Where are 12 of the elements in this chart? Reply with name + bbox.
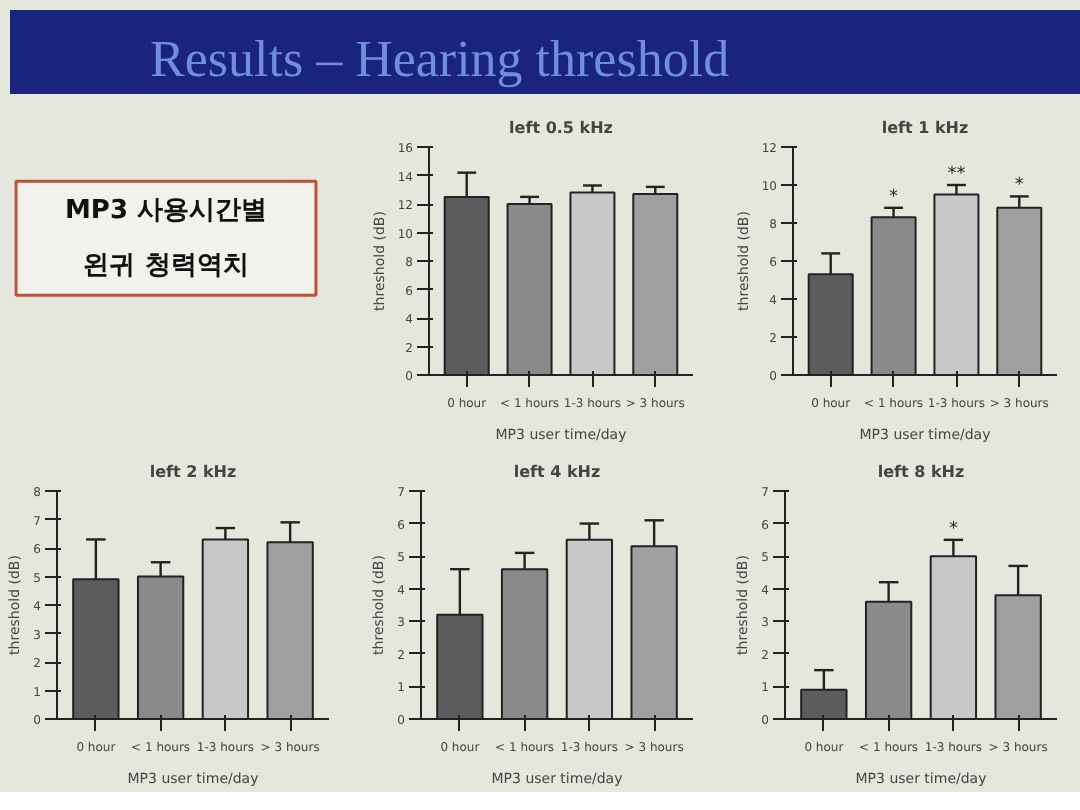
chart-title: left 4 kHz <box>513 463 601 481</box>
chart-title: left 2 kHz <box>149 463 237 481</box>
text: Results – Hearing threshold <box>150 28 730 92</box>
annotation: * <box>1014 176 1025 197</box>
text: 왼귀 청력역치 <box>83 250 249 281</box>
chart-title: left 8 kHz <box>877 463 965 481</box>
annotation: * <box>889 187 900 208</box>
chart-title: left 1 kHz <box>881 119 969 137</box>
annotation: * <box>948 519 959 540</box>
annotation: ** <box>947 165 967 185</box>
chart-title: left 0.5 kHz <box>509 119 614 137</box>
text: MP3 사용시간별 <box>64 195 268 226</box>
